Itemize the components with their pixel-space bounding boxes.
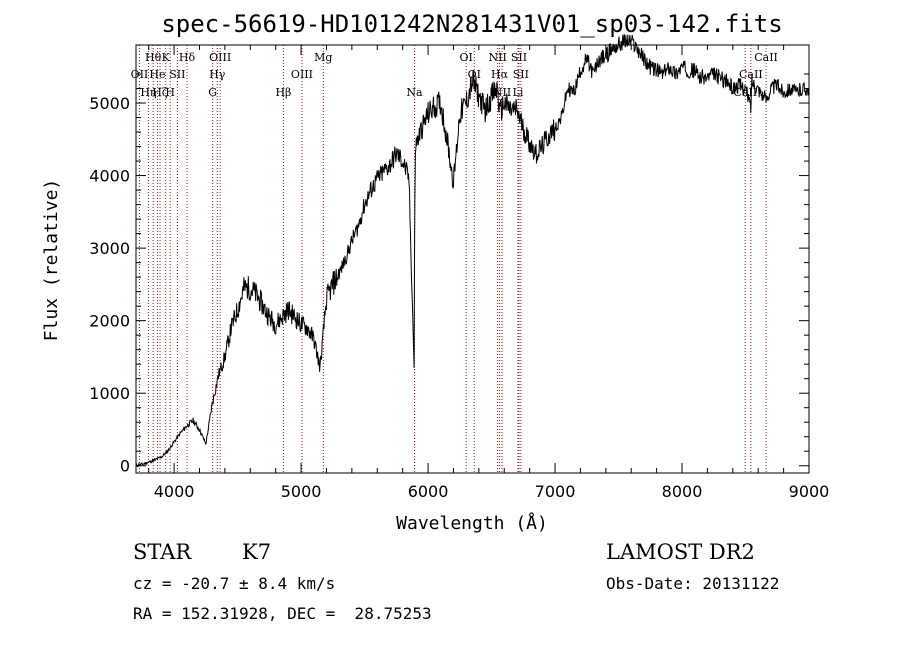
- x-axis: 4000 5000 6000 7000 8000 9000: [148, 45, 830, 501]
- object-type: STAR: [133, 540, 192, 564]
- line-label: Hθ: [145, 51, 162, 64]
- line-label: CaII: [739, 68, 763, 81]
- line-label: SII: [511, 51, 527, 64]
- y-tick-label: 4000: [89, 167, 130, 186]
- line-label: K: [162, 51, 171, 64]
- spectrum-line: [135, 34, 810, 468]
- x-tick-label: 6000: [408, 482, 449, 501]
- line-label: NII: [488, 51, 506, 64]
- y-tick-label: 2000: [89, 312, 130, 331]
- line-label: Mg: [314, 51, 332, 64]
- chart-title: spec-56619-HD101242N281431V01_sp03-142.f…: [161, 10, 782, 38]
- y-tick-label: 0: [120, 457, 130, 476]
- line-label: OI: [459, 51, 472, 64]
- y-axis-label: Flux (relative): [41, 179, 62, 342]
- line-label: CaII: [754, 51, 778, 64]
- survey-name: LAMOST DR2: [606, 540, 755, 564]
- x-tick-label: 5000: [281, 482, 322, 501]
- y-tick-label: 3000: [89, 239, 130, 258]
- x-tick-label: 9000: [789, 482, 830, 501]
- redshift-text: cz = -20.7 ± 8.4 km/s: [133, 574, 336, 593]
- line-label: Hβ: [275, 86, 291, 99]
- x-axis-label: Wavelength (Å): [396, 512, 548, 534]
- spectral-subclass: K7: [242, 540, 272, 564]
- y-tick-label: 1000: [89, 384, 130, 403]
- x-tick-label: 7000: [535, 482, 576, 501]
- plot-frame: [135, 44, 810, 474]
- line-label: Hα: [491, 68, 509, 81]
- line-label: SII: [513, 68, 529, 81]
- line-label: G: [208, 86, 217, 99]
- coordinates-text: RA = 152.31928, DEC = 28.75253: [133, 604, 432, 623]
- line-label: OIII: [291, 68, 313, 81]
- line-label: Hη: [140, 86, 156, 99]
- line-labels: OIIHηHθHeHζKHSIIHδGHγOIIIHβOIIIMgNaOIOIN…: [131, 51, 778, 99]
- line-label: Li: [513, 86, 524, 99]
- line-label: Na: [406, 86, 423, 99]
- line-label: Hγ: [209, 68, 226, 81]
- x-tick-label: 4000: [154, 482, 195, 501]
- y-axis: 0 1000 2000 3000 4000 5000: [89, 73, 809, 476]
- line-label: He: [149, 68, 165, 81]
- line-markers: [138, 45, 767, 473]
- line-label: SII: [169, 68, 185, 81]
- line-label: OI: [468, 68, 481, 81]
- line-label: OIII: [209, 51, 231, 64]
- line-label: H: [165, 86, 175, 99]
- line-label: Hζ: [152, 86, 168, 99]
- line-label: Hδ: [179, 51, 196, 64]
- observation-date: Obs-Date: 20131122: [606, 574, 780, 593]
- x-tick-label: 8000: [662, 482, 703, 501]
- y-tick-label: 5000: [89, 94, 130, 113]
